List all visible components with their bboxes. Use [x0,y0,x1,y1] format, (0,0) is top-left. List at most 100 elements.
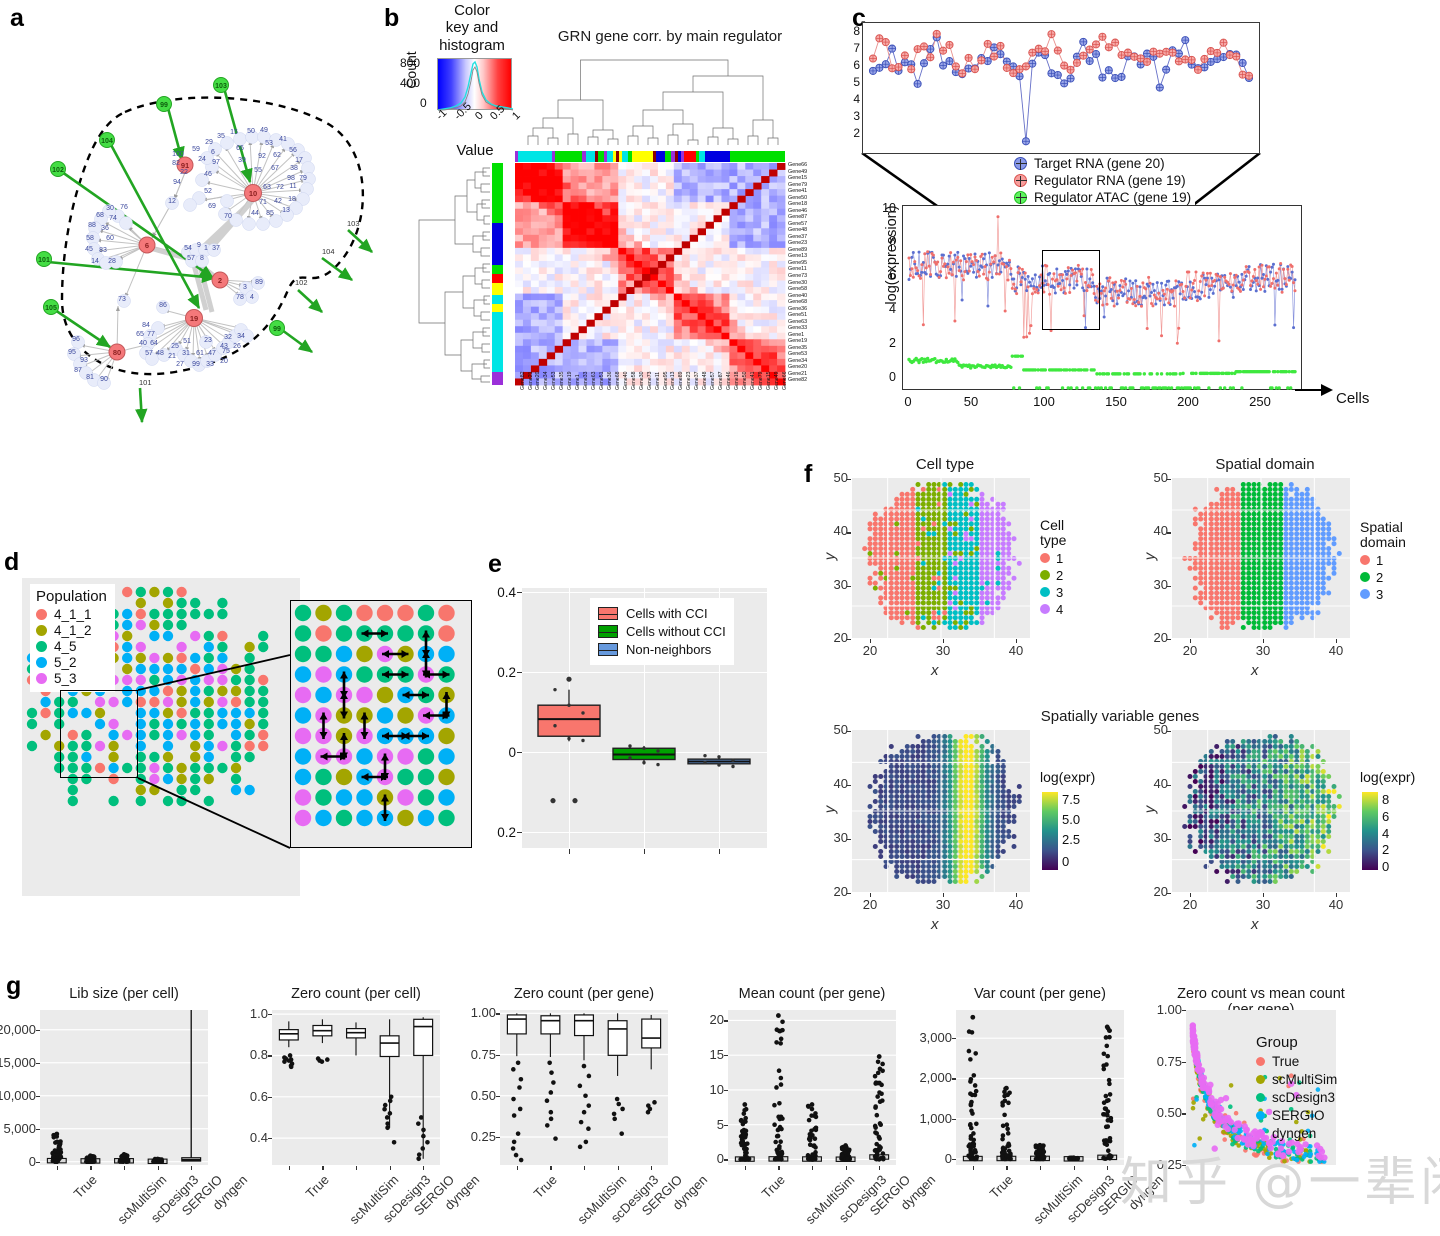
svg-text:58: 58 [86,235,94,242]
g-ytick: 20 [709,1012,724,1028]
svg-text:104: 104 [101,138,113,145]
svg-text:67: 67 [271,165,279,172]
main-xtick-50: 50 [963,394,979,409]
g-xtick-mark [389,1166,391,1170]
g-ytick-mark [268,1138,272,1140]
f-ytick-mark [847,639,851,641]
g-category-label: True [70,1172,100,1202]
heatmap-row-label: Gene20 [788,364,808,371]
heatmap-row-label: Gene1 [788,331,805,338]
zoom-selection-box[interactable] [1042,250,1100,330]
main-ytick-6: 6 [889,268,896,282]
inset-ytick-6: 6 [853,58,860,72]
svg-text:22: 22 [180,169,188,176]
f-xlabel: x [1251,662,1259,679]
svg-text:89: 89 [255,279,263,286]
heatmap-col-label: Gene34 [543,371,550,390]
g-ytick: 0.6 [249,1088,268,1104]
heatmap-row-label: Gene46 [788,207,808,214]
svg-text:30: 30 [106,205,114,212]
heatmap-row-label: Gene48 [788,227,808,234]
f-ylabel: y [1141,552,1159,561]
g-ytick-mark [724,1089,728,1092]
g-xtick-mark [1073,1166,1075,1170]
legend-item-5_3: 5_3 [36,671,107,686]
g-legend-item-true: True [1256,1054,1337,1069]
legend-item-cells-without-cci: Cells without CCI [598,624,726,639]
g-subplot-title: Mean count (per gene) [738,986,886,1002]
f-xtick-mark [943,893,945,897]
f4-cbar-tick-8: 8 [1382,792,1390,807]
svg-text:96: 96 [72,336,80,343]
heatmap-col-label: Gene82 [519,371,526,390]
svg-text:15: 15 [230,129,238,136]
f-ytick-mark [1167,639,1171,641]
g-plot-area [728,1010,896,1165]
heatmap-col-label: Gene46 [726,371,733,390]
f1-swatch-4 [1040,604,1050,615]
f3-cbar-tick-0: 0 [1062,854,1070,869]
f1-legend-item-3: 3 [1040,585,1066,600]
svg-text:23: 23 [204,337,212,344]
heatmap-col-label: Gene50 [741,371,748,390]
f-ytick-mark [1167,479,1171,481]
g-legend-item-scdesign3: scDesign3 [1256,1090,1337,1105]
svg-text:90: 90 [100,376,108,383]
svg-text:69: 69 [208,203,216,210]
heatmap-row-label: Gene36 [788,305,808,312]
svg-text:2: 2 [218,276,222,285]
svg-text:62: 62 [273,152,281,159]
g-swatch-scmultisim [1256,1075,1265,1084]
heatmap-col-label: Gene18 [734,371,740,390]
main-ytick-4: 4 [889,302,896,316]
svg-text:19: 19 [190,314,198,323]
svg-text:73: 73 [118,296,126,303]
g-ytick: 5 [716,1116,724,1132]
legend-label-non-neighbors: Non-neighbors [626,642,712,657]
g-xtick-mark [356,1166,358,1170]
f3-legend-title: log(expr) [1040,769,1096,785]
inset-ytick-4: 4 [853,92,860,106]
f2-legend-item-1: 1 [1360,553,1406,568]
swatch-cells-with-cci [598,607,618,620]
svg-text:39: 39 [238,157,246,164]
g-xtick-mark [124,1166,126,1170]
g-ytick: 0 [944,1150,952,1166]
f4-cbar-tick-4: 4 [1382,826,1390,841]
f-ytick-mark [1167,893,1171,895]
f2-legend-title: Spatial domain [1360,519,1406,551]
swatch-4_1_2 [36,625,47,636]
main-xtick-250: 250 [1249,394,1271,409]
g-xtick-mark [778,1166,780,1170]
heatmap-row-label: Gene89 [788,246,808,253]
svg-text:102: 102 [295,278,308,287]
g-xtick-mark [1107,1166,1109,1170]
svg-text:81: 81 [86,374,94,381]
g-ytick: 0.75 [470,1046,496,1062]
svg-text:61: 61 [196,350,204,357]
g-ytick-mark [496,1054,500,1056]
svg-text:48: 48 [156,350,164,357]
legend-item-regulator-atac: Regulator ATAC (gene 19) [1014,190,1191,205]
main-ytick-8: 8 [889,234,896,248]
colorkey-tick-800: 800 [400,56,421,70]
swatch-4_1_1 [36,609,47,620]
svg-text:80: 80 [113,348,121,357]
svg-text:79: 79 [299,175,307,182]
g-category-label: True [530,1172,560,1202]
d-zoom-selection-box[interactable] [60,690,138,778]
svg-text:93: 93 [80,357,88,364]
g-ytick-mark [268,1096,272,1099]
svg-text:4: 4 [250,294,254,301]
svg-text:3: 3 [243,284,247,291]
column-annotation-bar [515,151,785,162]
g-plot-area [500,1010,668,1165]
svg-text:70: 70 [224,213,232,220]
swatch-cells-without-cci [598,625,618,638]
f-ytick-mark [847,785,851,787]
svg-text:102: 102 [52,167,64,174]
heatmap-col-labels: Gene82 Gene21 Gene20 Gene34 Gene53 Gene35 Gene… [513,372,788,443]
regulator-rna-marker [1014,174,1027,187]
g-xtick-mark [322,1166,324,1170]
